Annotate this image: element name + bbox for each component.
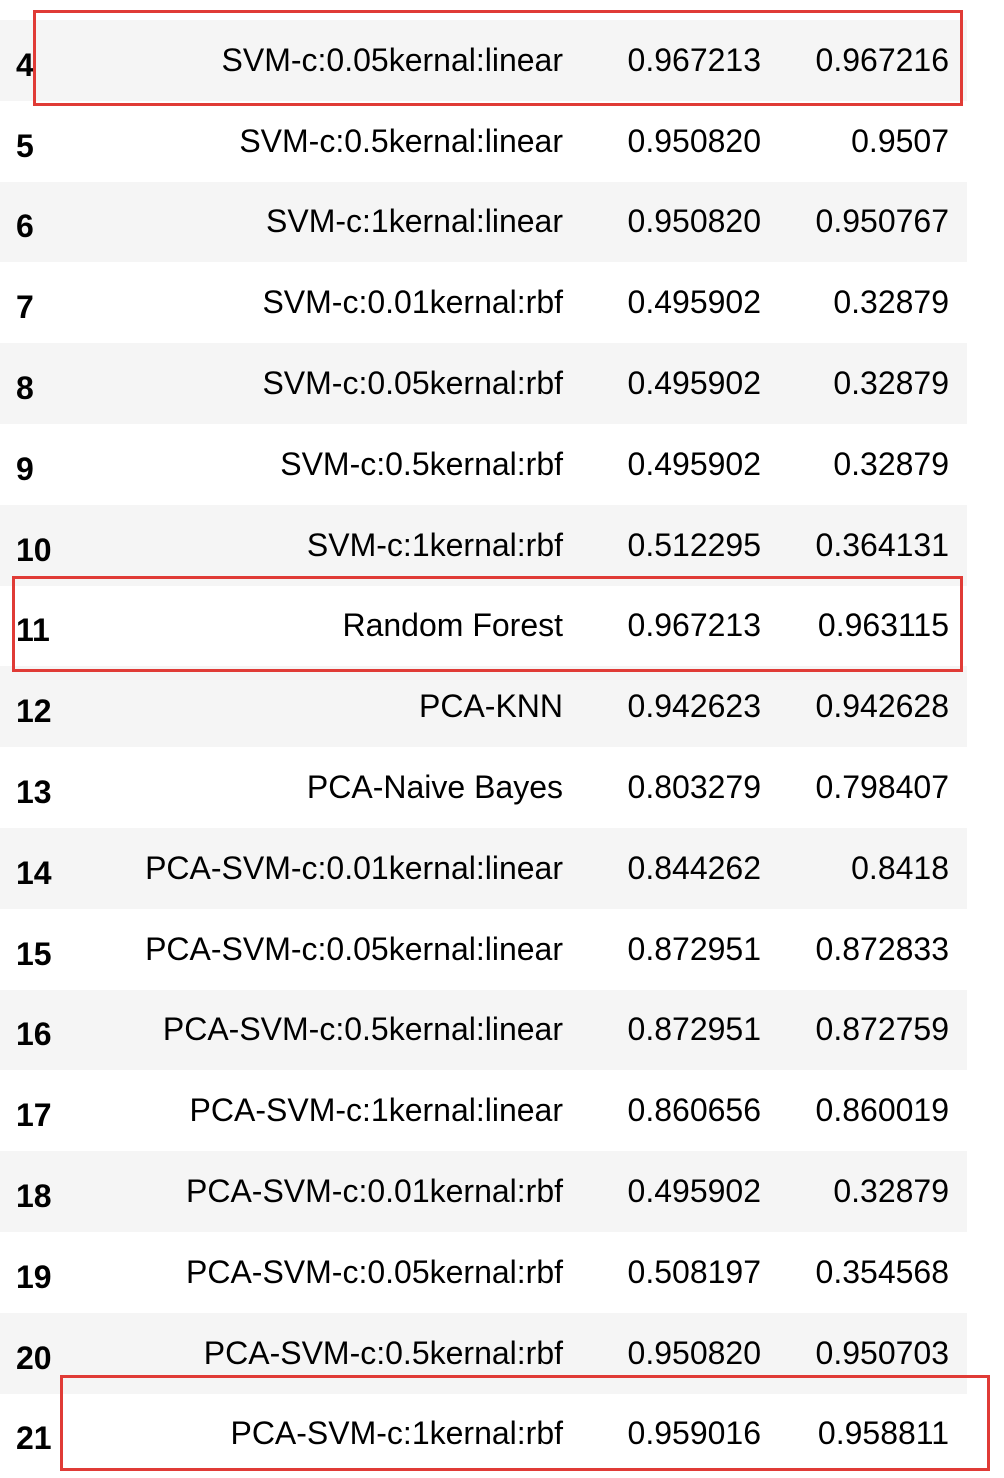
row-index: 21	[16, 1420, 52, 1457]
f1-value: 0.8418	[851, 849, 949, 886]
row-index: 9	[16, 450, 34, 487]
model-name: PCA-SVM-c:0.5kernal:rbf	[203, 1334, 563, 1371]
row-index: 11	[16, 612, 50, 649]
model-name: SVM-c:1kernal:linear	[266, 203, 563, 240]
accuracy-value: 0.872951	[627, 1011, 761, 1048]
table-row: 4 SVM-c:0.05kernal:linear 0.967213 0.967…	[0, 20, 967, 101]
table-row: 7 SVM-c:0.01kernal:rbf 0.495902 0.32879	[0, 262, 967, 344]
table-row: 21 PCA-SVM-c:1kernal:rbf 0.959016 0.9588…	[0, 1393, 967, 1475]
row-index: 17	[16, 1097, 52, 1134]
f1-value: 0.950703	[815, 1334, 949, 1371]
model-name: SVM-c:0.5kernal:rbf	[280, 445, 563, 482]
row-index: 15	[16, 935, 52, 972]
accuracy-value: 0.967213	[627, 41, 761, 78]
f1-value: 0.872833	[815, 930, 949, 967]
table-row: 20 PCA-SVM-c:0.5kernal:rbf 0.950820 0.95…	[0, 1312, 967, 1394]
row-index: 12	[16, 693, 52, 730]
row-index: 16	[16, 1016, 52, 1053]
row-index: 20	[16, 1339, 52, 1376]
model-name: PCA-SVM-c:0.01kernal:linear	[145, 849, 563, 886]
f1-value: 0.364131	[815, 526, 949, 563]
table-row: 17 PCA-SVM-c:1kernal:linear 0.860656 0.8…	[0, 1070, 967, 1152]
f1-value: 0.798407	[815, 769, 949, 806]
f1-value: 0.32879	[833, 445, 949, 482]
table-row: 5 SVM-c:0.5kernal:linear 0.950820 0.9507	[0, 100, 967, 182]
row-index: 5	[16, 127, 34, 164]
f1-value: 0.963115	[817, 607, 949, 644]
table-row: 15 PCA-SVM-c:0.05kernal:linear 0.872951 …	[0, 908, 967, 990]
table-row: 11 Random Forest 0.967213 0.963115	[0, 585, 967, 667]
table-row: 14 PCA-SVM-c:0.01kernal:linear 0.844262 …	[0, 827, 967, 909]
table-row: 16 PCA-SVM-c:0.5kernal:linear 0.872951 0…	[0, 989, 967, 1071]
table-row: 8 SVM-c:0.05kernal:rbf 0.495902 0.32879	[0, 343, 967, 424]
table-row: 10 SVM-c:1kernal:rbf 0.512295 0.364131	[0, 504, 967, 586]
accuracy-value: 0.942623	[627, 688, 761, 725]
model-name: PCA-SVM-c:0.05kernal:linear	[145, 930, 563, 967]
accuracy-value: 0.872951	[627, 930, 761, 967]
f1-value: 0.942628	[815, 688, 949, 725]
model-name: PCA-SVM-c:1kernal:rbf	[230, 1415, 563, 1452]
model-name: SVM-c:0.05kernal:rbf	[262, 365, 563, 402]
model-name: SVM-c:0.05kernal:linear	[221, 41, 563, 78]
f1-value: 0.32879	[833, 284, 949, 321]
accuracy-value: 0.950820	[627, 1334, 761, 1371]
model-name: SVM-c:1kernal:rbf	[306, 526, 563, 563]
table-row: 18 PCA-SVM-c:0.01kernal:rbf 0.495902 0.3…	[0, 1151, 967, 1232]
f1-value: 0.967216	[815, 41, 949, 78]
accuracy-value: 0.860656	[627, 1092, 761, 1129]
accuracy-value: 0.803279	[627, 769, 761, 806]
model-name: PCA-Naive Bayes	[306, 769, 563, 806]
accuracy-value: 0.495902	[627, 284, 761, 321]
accuracy-value: 0.967213	[627, 607, 761, 644]
row-index: 19	[16, 1258, 52, 1295]
model-name: Random Forest	[342, 607, 563, 644]
row-index: 18	[16, 1178, 52, 1215]
table-row: 9 SVM-c:0.5kernal:rbf 0.495902 0.32879	[0, 423, 967, 505]
row-index: 6	[16, 208, 34, 245]
accuracy-value: 0.950820	[627, 122, 761, 159]
f1-value: 0.32879	[833, 1173, 949, 1210]
accuracy-value: 0.512295	[627, 526, 761, 563]
f1-value: 0.958811	[817, 1415, 949, 1452]
table-row: 6 SVM-c:1kernal:linear 0.950820 0.950767	[0, 181, 967, 263]
f1-value: 0.950767	[815, 203, 949, 240]
model-name: PCA-SVM-c:0.5kernal:linear	[162, 1011, 563, 1048]
row-index: 13	[16, 774, 52, 811]
results-table: 4 SVM-c:0.05kernal:linear 0.967213 0.967…	[0, 20, 967, 1475]
f1-value: 0.354568	[815, 1253, 949, 1290]
row-index: 10	[16, 531, 52, 568]
model-name: SVM-c:0.5kernal:linear	[239, 122, 563, 159]
f1-value: 0.872759	[815, 1011, 949, 1048]
row-index: 7	[16, 289, 34, 326]
model-name: PCA-SVM-c:1kernal:linear	[189, 1092, 563, 1129]
model-name: PCA-SVM-c:0.01kernal:rbf	[185, 1173, 563, 1210]
accuracy-value: 0.495902	[627, 365, 761, 402]
row-index: 8	[16, 370, 34, 407]
f1-value: 0.32879	[833, 365, 949, 402]
table-row: 12 PCA-KNN 0.942623 0.942628	[0, 666, 967, 748]
table-row: 19 PCA-SVM-c:0.05kernal:rbf 0.508197 0.3…	[0, 1231, 967, 1313]
f1-value: 0.9507	[851, 122, 949, 159]
row-index: 14	[16, 854, 52, 891]
model-name: SVM-c:0.01kernal:rbf	[262, 284, 563, 321]
accuracy-value: 0.495902	[627, 1173, 761, 1210]
accuracy-value: 0.495902	[627, 445, 761, 482]
model-name: PCA-KNN	[418, 688, 563, 725]
accuracy-value: 0.959016	[627, 1415, 761, 1452]
table-row: 13 PCA-Naive Bayes 0.803279 0.798407	[0, 747, 967, 828]
accuracy-value: 0.844262	[627, 849, 761, 886]
accuracy-value: 0.950820	[627, 203, 761, 240]
row-index: 4	[16, 46, 34, 83]
f1-value: 0.860019	[815, 1092, 949, 1129]
accuracy-value: 0.508197	[627, 1253, 761, 1290]
model-name: PCA-SVM-c:0.05kernal:rbf	[185, 1253, 563, 1290]
